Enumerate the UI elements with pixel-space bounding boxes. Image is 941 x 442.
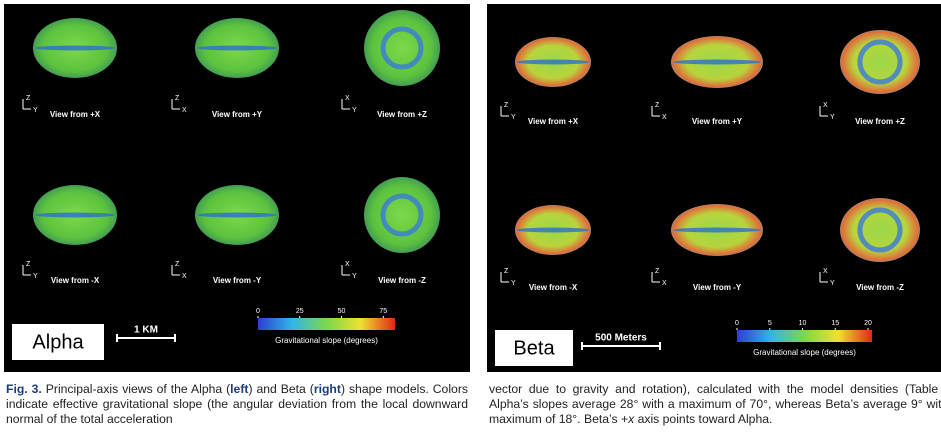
view-label: View from -Z <box>856 283 904 292</box>
axis-letter: Z <box>504 102 509 109</box>
axis-letter: X <box>182 273 187 280</box>
colorbar-label: Gravitational slope (degrees) <box>753 348 856 357</box>
axis-letter: X <box>662 114 667 121</box>
shape-model <box>840 198 920 262</box>
colorbar-tick-label: 0 <box>735 320 739 327</box>
colorbar-tick-label: 10 <box>799 320 807 327</box>
view-label: View from +Y <box>692 117 743 126</box>
colorbar-tick-label: 25 <box>296 308 304 315</box>
caption-text: x <box>628 412 635 426</box>
axis-letter: Y <box>830 280 835 287</box>
figure: View from +XZY View from +YZX View from +Z… <box>4 4 941 372</box>
view-label: View from -X <box>51 276 100 285</box>
slope-band <box>197 45 277 51</box>
panel-name: Alpha <box>32 331 84 353</box>
view-label: View from -Y <box>213 276 262 285</box>
caption-text: Fig. 3. <box>6 382 42 396</box>
slope-band <box>197 212 277 218</box>
caption-text: axis points toward Alpha. <box>634 412 773 426</box>
view-label: View from -X <box>529 283 578 292</box>
slope-ring <box>857 207 903 253</box>
axis-letter: Y <box>511 114 516 121</box>
axis-letter: Y <box>352 273 357 280</box>
slope-band <box>673 59 761 65</box>
caption-text: left <box>230 382 249 396</box>
view-label: View from +X <box>50 110 101 119</box>
colorbar-tick-label: 20 <box>864 320 872 327</box>
shape-model <box>364 177 440 253</box>
caption-right: vector due to gravity and rotation), cal… <box>489 382 941 440</box>
caption-text: ) shape models. Colors indicate effectiv… <box>6 382 468 426</box>
colorbar-tick-label: 5 <box>768 320 772 327</box>
view-label: View from -Z <box>378 276 426 285</box>
scale-label: 500 Meters <box>595 333 647 344</box>
view-label: View from +X <box>528 117 579 126</box>
axis-letter: Z <box>26 261 31 268</box>
caption-text: ) and Beta ( <box>248 382 314 396</box>
slope-band <box>35 45 115 51</box>
axis-letter: Y <box>33 273 38 280</box>
panel-name: Beta <box>513 337 555 359</box>
axis-letter: X <box>823 102 828 109</box>
axis-letter: Z <box>504 268 509 275</box>
colorbar-tick-label: 0 <box>256 308 260 315</box>
caption-left: Fig. 3. Principal-axis views of the Alph… <box>6 382 468 440</box>
colorbar-label: Gravitational slope (degrees) <box>275 336 378 345</box>
slope-ring <box>380 26 424 70</box>
axis-letter: Z <box>175 95 180 102</box>
axis-letter: Z <box>175 261 180 268</box>
axis-letter: Y <box>830 114 835 121</box>
axis-letter: X <box>182 107 187 114</box>
colorbar-tick-label: 75 <box>379 308 387 315</box>
slope-band <box>516 227 590 233</box>
caption-text: Principal-axis views of the Alpha ( <box>41 382 231 396</box>
view-label: View from -Y <box>693 283 742 292</box>
colorbar <box>737 330 872 342</box>
colorbar <box>258 318 395 330</box>
axis-letter: Z <box>655 102 660 109</box>
slope-band <box>516 59 590 65</box>
colorbar-tick-label: 15 <box>831 320 839 327</box>
caption-text: vector due to gravity and rotation), cal… <box>489 382 941 426</box>
slope-ring <box>857 39 903 85</box>
view-label: View from +Y <box>212 110 263 119</box>
axis-letter: X <box>662 280 667 287</box>
shape-model <box>364 10 440 86</box>
axis-letter: Y <box>511 280 516 287</box>
axis-letter: X <box>345 261 350 268</box>
axis-letter: Y <box>33 107 38 114</box>
axis-letter: X <box>823 268 828 275</box>
colorbar-tick-label: 50 <box>338 308 346 315</box>
slope-band <box>35 212 115 218</box>
slope-ring <box>380 193 424 237</box>
view-label: View from +Z <box>855 117 905 126</box>
slope-band <box>673 227 761 233</box>
axis-letter: Y <box>352 107 357 114</box>
name-box <box>495 330 573 366</box>
axis-letter: Z <box>26 95 31 102</box>
name-box <box>12 324 104 360</box>
axis-letter: X <box>345 95 350 102</box>
caption-text: right <box>313 382 341 396</box>
shape-model <box>840 30 920 94</box>
view-label: View from +Z <box>377 110 427 119</box>
axis-letter: Z <box>655 268 660 275</box>
scale-label: 1 KM <box>134 325 158 336</box>
